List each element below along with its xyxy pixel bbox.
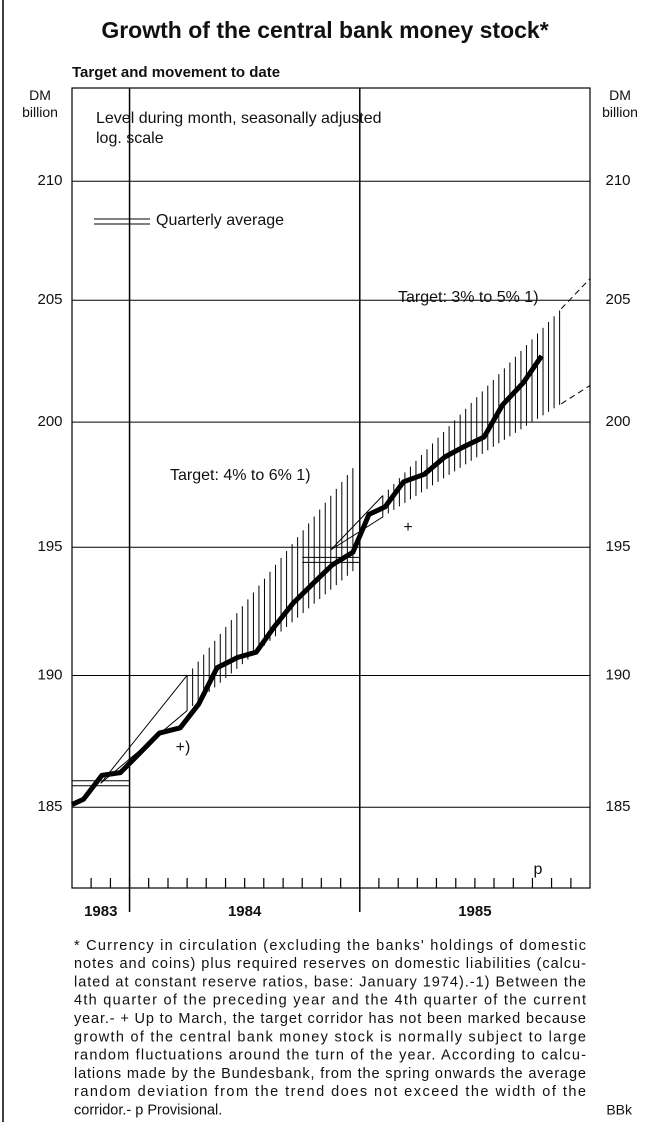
y-tick-label: 190 — [37, 666, 62, 683]
footnote-line: growth of the central bank money stock i… — [74, 1029, 586, 1045]
y2-tick-label: 200 — [605, 413, 630, 430]
corridor-line — [330, 495, 384, 551]
annotation: p — [534, 861, 543, 878]
footnote-line: random fluctuations around the turn of t… — [74, 1048, 586, 1064]
y2-tick-label: 195 — [605, 538, 630, 555]
corridor-line — [560, 385, 591, 405]
y-tick-label: 205 — [37, 291, 62, 308]
y2-tick-label: 205 — [605, 291, 630, 308]
plot-frame — [71, 87, 591, 889]
corridor-line — [560, 278, 591, 310]
annotation: + — [403, 519, 412, 536]
y2-tick-label: 210 — [605, 172, 630, 189]
footnote-line: year.- + Up to March, the target corrido… — [74, 1011, 586, 1027]
series-line — [70, 354, 544, 807]
footnote-line: * Currency in circulation (excluding the… — [74, 938, 586, 954]
note: log. scale — [96, 130, 164, 147]
chart-title: Growth of the central bank money stock* — [101, 17, 548, 43]
x-year-label: 1984 — [228, 903, 262, 920]
y-tick-label: 210 — [37, 172, 62, 189]
y-axis-label: DM billion — [602, 87, 638, 120]
legend-label: Quarterly average — [156, 212, 284, 229]
target-label: Target: 4% to 6% 1) — [170, 467, 311, 484]
footnote-line: 4th quarter of the preceding year and th… — [74, 993, 586, 1009]
annotation: +) — [176, 739, 191, 756]
footnote-line: lated at constant reserve ratios, base: … — [74, 974, 586, 990]
y2-tick-label: 190 — [605, 666, 630, 683]
note: Level during month, seasonally adjusted — [96, 110, 382, 127]
y-tick-label: 195 — [37, 538, 62, 555]
y2-tick-label: 185 — [605, 798, 630, 815]
corridor-line — [100, 675, 188, 784]
chart-subtitle: Target and movement to date — [72, 64, 280, 81]
corridor-line — [330, 516, 384, 551]
x-year-label: 1983 — [84, 903, 117, 920]
footnote-line: random deviation from the trend does not… — [74, 1084, 586, 1100]
x-year-label: 1985 — [458, 903, 491, 920]
source: BBk — [606, 1102, 633, 1118]
footnote-line: notes and coins) plus required reserves … — [74, 956, 586, 972]
footnote-line: corridor.- p Provisional. — [74, 1103, 222, 1119]
y-tick-label: 185 — [37, 798, 62, 815]
footnote-line: lations made by the Bundesbank, from the… — [74, 1066, 586, 1082]
y-tick-label: 200 — [37, 413, 62, 430]
y-axis-label: DM billion — [22, 87, 58, 120]
target-label: Target: 3% to 5% 1) — [398, 289, 539, 306]
